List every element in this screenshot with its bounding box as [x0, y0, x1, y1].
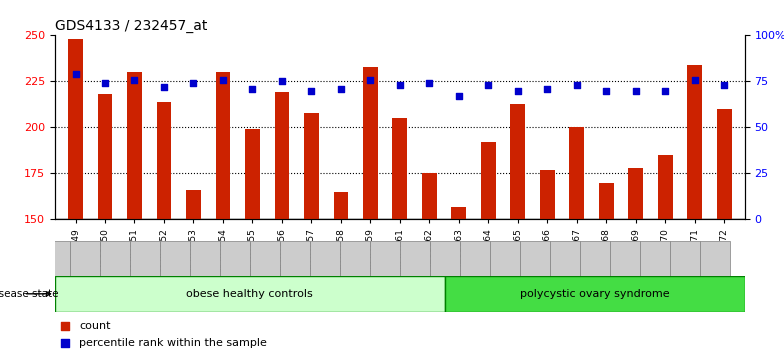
Bar [670, 241, 700, 276]
Point [688, 77, 701, 82]
Point [276, 79, 289, 84]
Point [600, 88, 612, 93]
Bar [700, 241, 730, 276]
Text: polycystic ovary syndrome: polycystic ovary syndrome [520, 289, 670, 299]
Bar [370, 241, 400, 276]
Bar [490, 241, 520, 276]
Point [246, 86, 259, 92]
Point [452, 93, 465, 99]
Bar [658, 155, 673, 219]
Text: disease state: disease state [0, 289, 58, 299]
Bar [40, 241, 70, 276]
Bar [157, 102, 172, 219]
Bar [717, 109, 731, 219]
Point [423, 80, 436, 86]
Bar [220, 241, 250, 276]
Bar [333, 192, 348, 219]
Point [158, 84, 170, 90]
Point [630, 88, 642, 93]
Bar [310, 241, 339, 276]
Bar [280, 241, 310, 276]
Point [335, 86, 347, 92]
Bar [100, 241, 130, 276]
Bar [550, 241, 580, 276]
Point [59, 341, 71, 346]
Bar [640, 241, 670, 276]
Bar [70, 241, 100, 276]
Text: percentile rank within the sample: percentile rank within the sample [79, 338, 267, 348]
Point [59, 323, 71, 329]
Text: count: count [79, 321, 111, 331]
Bar [130, 241, 160, 276]
Bar [55, 276, 445, 312]
Text: obese healthy controls: obese healthy controls [187, 289, 314, 299]
Bar [304, 113, 319, 219]
Point [216, 77, 229, 82]
Text: GDS4133 / 232457_at: GDS4133 / 232457_at [55, 19, 207, 33]
Bar [445, 276, 745, 312]
Bar [98, 94, 112, 219]
Point [718, 82, 731, 88]
Point [571, 82, 583, 88]
Bar [186, 190, 201, 219]
Bar [274, 92, 289, 219]
Bar [363, 67, 378, 219]
Bar [481, 142, 495, 219]
Point [187, 80, 200, 86]
Bar [393, 118, 407, 219]
Point [364, 77, 376, 82]
Point [659, 88, 671, 93]
Bar [400, 241, 430, 276]
Point [69, 71, 82, 77]
Bar [520, 241, 550, 276]
Bar [68, 39, 83, 219]
Point [482, 82, 495, 88]
Bar [245, 129, 260, 219]
Point [511, 88, 524, 93]
Bar [510, 103, 525, 219]
Bar [628, 168, 643, 219]
Point [541, 86, 554, 92]
Bar [216, 72, 230, 219]
Point [394, 82, 406, 88]
Bar [422, 173, 437, 219]
Bar [599, 183, 614, 219]
Bar [430, 241, 460, 276]
Bar [250, 241, 280, 276]
Point [129, 77, 141, 82]
Bar [160, 241, 190, 276]
Point [305, 88, 318, 93]
Bar [610, 241, 640, 276]
Bar [127, 72, 142, 219]
Bar [190, 241, 220, 276]
Bar [339, 241, 370, 276]
Bar [452, 207, 466, 219]
Bar [460, 241, 490, 276]
Bar [540, 170, 554, 219]
Point [99, 80, 111, 86]
Bar [688, 65, 702, 219]
Bar [569, 127, 584, 219]
Bar [580, 241, 610, 276]
